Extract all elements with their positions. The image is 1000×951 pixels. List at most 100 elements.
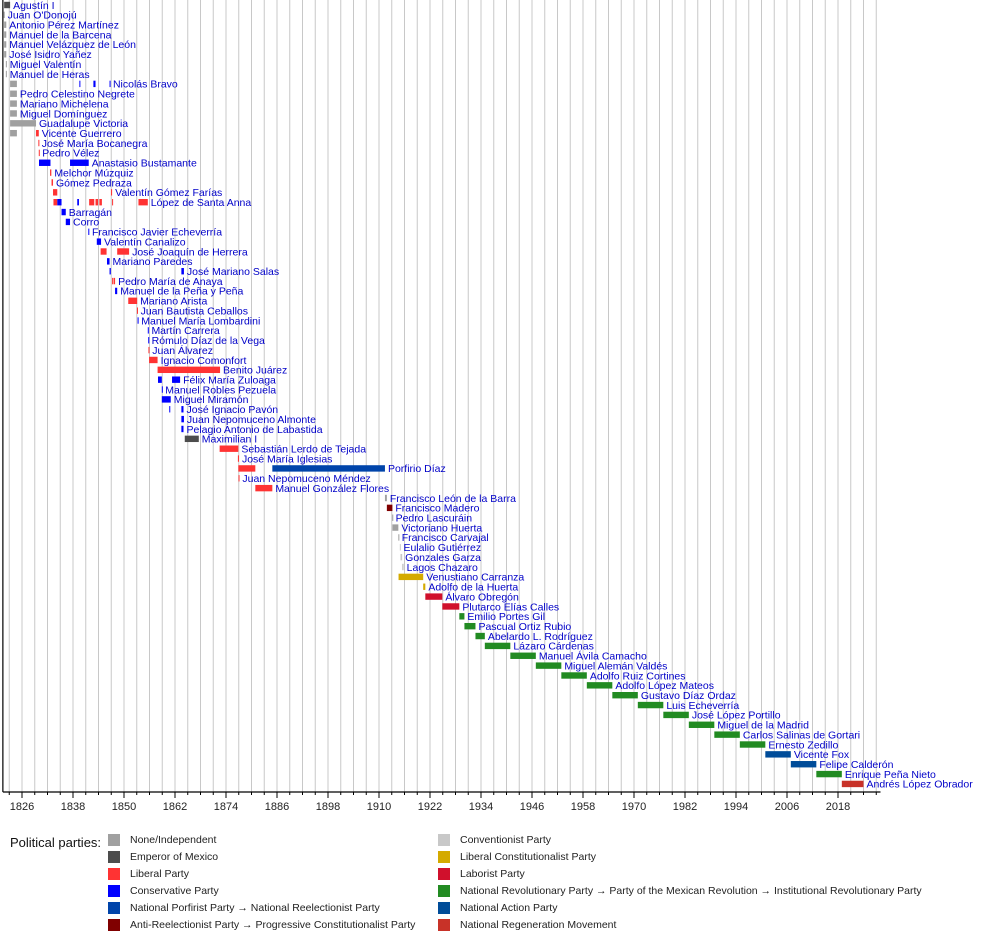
- president-label: Gonzales Garza: [405, 552, 481, 564]
- term-bar: [535, 662, 562, 669]
- president-label: Mariano Arista: [140, 296, 207, 308]
- president-label: José López Portillo: [692, 710, 781, 722]
- term-bar: [475, 632, 485, 640]
- legend-label: None/Independent: [130, 834, 217, 846]
- term-bar: [100, 248, 107, 255]
- legend-swatch: [108, 868, 120, 880]
- term-bar: [95, 199, 99, 206]
- president-label: Manuel María Lombardini: [141, 315, 260, 327]
- president-label: Emilio Portes Gil: [467, 611, 545, 623]
- term-bar: [147, 327, 149, 334]
- legend-title: Political parties:: [10, 835, 102, 850]
- term-bar: [79, 80, 81, 88]
- president-label: Pedro Lascuráin: [396, 513, 473, 525]
- tick-label: 1994: [724, 801, 748, 813]
- term-bar: [70, 159, 89, 166]
- president-label: Juan Bautista Ceballos: [141, 305, 248, 317]
- legend-label: Conservative Party: [130, 885, 219, 897]
- president-label: Manuel Ávila Camacho: [539, 650, 647, 663]
- term-bars: [3, 1, 864, 788]
- president-label: Corro: [73, 217, 99, 229]
- term-bar: [10, 80, 17, 88]
- term-bar: [38, 149, 40, 157]
- president-label: Agustín I: [13, 0, 54, 12]
- term-bar: [739, 741, 766, 748]
- term-bar: [392, 514, 394, 521]
- term-bar: [384, 494, 387, 502]
- president-label: Mariano Michelena: [20, 98, 109, 110]
- president-label: Nicolás Bravo: [113, 79, 178, 91]
- president-label: Valentín Gómez Farías: [115, 187, 222, 199]
- tick-label: 1922: [418, 801, 442, 813]
- president-label: Adolfo López Mateos: [615, 680, 714, 692]
- president-label: Álvaro Obregón: [445, 590, 519, 603]
- president-label: Miguel Valentín: [10, 59, 82, 71]
- tick-label: 1958: [571, 801, 595, 813]
- president-label: José Isidro Yañez: [9, 49, 92, 61]
- term-bar: [510, 652, 536, 659]
- president-label: Francisco Madero: [395, 503, 479, 515]
- term-bar: [765, 751, 791, 758]
- term-bar: [111, 189, 113, 196]
- gridlines: [8, 0, 877, 792]
- term-bar: [88, 228, 90, 235]
- term-bar: [272, 465, 385, 472]
- president-label: Ignacio Comonfort: [161, 355, 247, 367]
- term-bar: [4, 31, 7, 38]
- tick-label: 2018: [826, 801, 850, 813]
- president-label: Venustiano Carranza: [426, 572, 524, 584]
- president-label: Carlos Salinas de Gortari: [743, 729, 860, 741]
- term-bar: [77, 199, 79, 206]
- tick-label: 1934: [469, 801, 493, 813]
- president-label: Miguel Alemán Valdés: [564, 660, 667, 672]
- president-label: José María Iglesias: [242, 453, 332, 465]
- term-bar: [4, 41, 7, 48]
- president-label: Lagos Chazaro: [407, 562, 478, 574]
- term-bar: [10, 90, 17, 97]
- term-bar: [96, 238, 102, 245]
- term-bar: [36, 129, 39, 137]
- term-bar: [3, 11, 5, 19]
- president-label: Barragán: [69, 207, 112, 219]
- president-label: Valentín Canalizo: [104, 236, 186, 248]
- legend-swatch: [438, 902, 450, 914]
- tick-label: 1874: [214, 801, 238, 813]
- term-bar: [423, 583, 426, 590]
- tick-label: 1862: [163, 801, 187, 813]
- president-label: Francisco León de la Barra: [390, 493, 516, 505]
- president-label: Miguel de la Madrid: [717, 720, 809, 732]
- term-bar: [612, 692, 638, 699]
- term-bar: [181, 406, 184, 413]
- president-label: Sebastián Lerdo de Tejada: [241, 444, 366, 456]
- legend-label: Emperor of Mexico: [130, 851, 219, 863]
- term-bar: [93, 80, 96, 88]
- president-label: José Ignacio Pavón: [187, 404, 279, 416]
- term-bar: [816, 770, 842, 778]
- term-bar: [255, 484, 273, 492]
- president-label: Juan Nepomuceno Almonte: [187, 414, 316, 426]
- term-bar: [169, 406, 171, 413]
- president-label: Miguel Domínguez: [20, 108, 108, 120]
- term-bar: [148, 346, 150, 354]
- term-bar: [841, 780, 864, 788]
- president-label: José Joaquín de Herrera: [132, 246, 248, 258]
- legend-label: National Porfirist Party → National Reel…: [130, 902, 380, 914]
- president-label: Victoriano Huerta: [401, 522, 482, 534]
- term-bar: [57, 199, 62, 206]
- tick-label: 1910: [367, 801, 391, 813]
- president-label: Manuel Velázquez de León: [9, 39, 136, 51]
- term-bar: [4, 1, 11, 9]
- term-bar: [181, 425, 184, 433]
- term-bar: [149, 356, 158, 364]
- term-bar: [238, 465, 256, 472]
- president-label: Manuel de la Peña y Peña: [120, 286, 243, 298]
- legend-swatch: [438, 885, 450, 897]
- term-bar: [400, 553, 403, 561]
- president-label: Melchor Múzquiz: [54, 167, 133, 179]
- term-bar: [184, 435, 199, 443]
- tick-label: 1946: [520, 801, 544, 813]
- president-label: Francisco Carvajal: [402, 532, 489, 544]
- tick-label: 1838: [61, 801, 85, 813]
- term-bar: [109, 80, 111, 88]
- term-bar: [53, 199, 58, 206]
